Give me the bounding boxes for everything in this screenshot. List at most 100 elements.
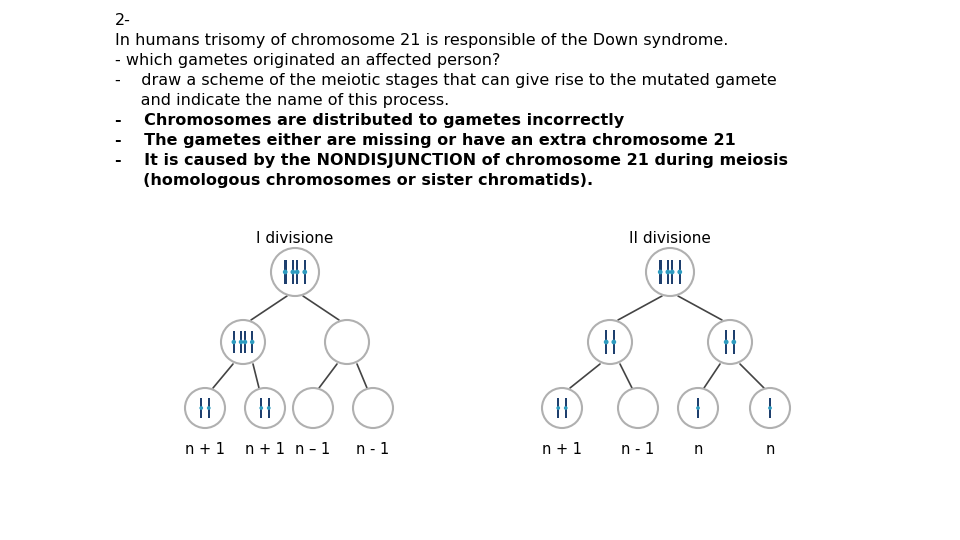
Text: In humans trisomy of chromosome 21 is responsible of the Down syndrome.: In humans trisomy of chromosome 21 is re… bbox=[115, 33, 729, 48]
Bar bbox=[240, 342, 242, 353]
Circle shape bbox=[239, 340, 243, 344]
Text: n + 1: n + 1 bbox=[245, 442, 285, 457]
Ellipse shape bbox=[185, 388, 225, 428]
Bar bbox=[284, 260, 286, 272]
Bar bbox=[303, 272, 306, 284]
Text: -    Chromosomes are distributed to gametes incorrectly: - Chromosomes are distributed to gametes… bbox=[115, 113, 624, 128]
Bar bbox=[732, 330, 735, 342]
Ellipse shape bbox=[750, 388, 790, 428]
Bar bbox=[240, 331, 242, 342]
Bar bbox=[557, 408, 560, 418]
Bar bbox=[268, 408, 270, 418]
Circle shape bbox=[678, 269, 683, 274]
Circle shape bbox=[283, 269, 288, 274]
Bar bbox=[671, 260, 673, 272]
Circle shape bbox=[604, 340, 609, 345]
Bar bbox=[697, 408, 699, 418]
Bar bbox=[605, 342, 608, 354]
Ellipse shape bbox=[353, 388, 393, 428]
Text: - which gametes originated an affected person?: - which gametes originated an affected p… bbox=[115, 53, 500, 68]
Circle shape bbox=[557, 406, 560, 410]
Circle shape bbox=[259, 406, 263, 410]
Ellipse shape bbox=[646, 248, 694, 296]
Text: (homologous chromosomes or sister chromatids).: (homologous chromosomes or sister chroma… bbox=[115, 173, 593, 188]
Ellipse shape bbox=[325, 320, 369, 364]
Bar bbox=[666, 260, 669, 272]
Circle shape bbox=[768, 406, 772, 410]
Bar bbox=[207, 408, 210, 418]
Bar bbox=[251, 342, 253, 353]
Circle shape bbox=[295, 269, 300, 274]
Bar bbox=[725, 342, 728, 354]
Text: n - 1: n - 1 bbox=[621, 442, 655, 457]
Circle shape bbox=[200, 406, 204, 410]
Bar bbox=[284, 272, 286, 284]
Bar bbox=[251, 331, 253, 342]
Circle shape bbox=[302, 269, 307, 274]
Bar bbox=[564, 408, 566, 418]
Bar bbox=[769, 408, 771, 418]
Ellipse shape bbox=[293, 388, 333, 428]
Text: I divisione: I divisione bbox=[256, 231, 334, 246]
Bar bbox=[557, 399, 560, 408]
Bar bbox=[244, 342, 246, 353]
Ellipse shape bbox=[221, 320, 265, 364]
Bar bbox=[303, 260, 306, 272]
Text: -    draw a scheme of the meiotic stages that can give rise to the mutated gamet: - draw a scheme of the meiotic stages th… bbox=[115, 73, 777, 88]
Ellipse shape bbox=[588, 320, 632, 364]
Text: n: n bbox=[765, 442, 775, 457]
Circle shape bbox=[658, 269, 662, 274]
Bar bbox=[671, 272, 673, 284]
Bar bbox=[612, 330, 615, 342]
Text: n + 1: n + 1 bbox=[185, 442, 225, 457]
Bar bbox=[292, 272, 294, 284]
Text: -    The gametes either are missing or have an extra chromosome 21: - The gametes either are missing or have… bbox=[115, 133, 735, 148]
Bar bbox=[679, 272, 681, 284]
Circle shape bbox=[612, 340, 616, 345]
Bar bbox=[612, 342, 615, 354]
Bar bbox=[605, 330, 608, 342]
Bar bbox=[260, 399, 262, 408]
Circle shape bbox=[670, 269, 675, 274]
Bar bbox=[659, 260, 661, 272]
Ellipse shape bbox=[245, 388, 285, 428]
Circle shape bbox=[243, 340, 248, 344]
Bar bbox=[697, 399, 699, 408]
Bar bbox=[232, 331, 235, 342]
Circle shape bbox=[564, 406, 567, 410]
Text: n – 1: n – 1 bbox=[296, 442, 330, 457]
Bar bbox=[292, 260, 294, 272]
Text: -    It is caused by the NONDISJUNCTION of chromosome 21 during meiosis: - It is caused by the NONDISJUNCTION of … bbox=[115, 153, 788, 168]
Ellipse shape bbox=[678, 388, 718, 428]
Text: n + 1: n + 1 bbox=[542, 442, 582, 457]
Bar bbox=[666, 272, 669, 284]
Ellipse shape bbox=[542, 388, 582, 428]
Text: 2-: 2- bbox=[115, 13, 131, 28]
Bar bbox=[564, 399, 566, 408]
Ellipse shape bbox=[708, 320, 752, 364]
Circle shape bbox=[206, 406, 210, 410]
Bar bbox=[732, 342, 735, 354]
Circle shape bbox=[291, 269, 296, 274]
Circle shape bbox=[267, 406, 271, 410]
Bar bbox=[296, 272, 299, 284]
Text: and indicate the name of this process.: and indicate the name of this process. bbox=[115, 93, 449, 108]
Ellipse shape bbox=[618, 388, 658, 428]
Bar bbox=[200, 399, 203, 408]
Bar bbox=[232, 342, 235, 353]
Circle shape bbox=[231, 340, 236, 344]
Circle shape bbox=[732, 340, 736, 345]
Bar bbox=[268, 399, 270, 408]
Bar bbox=[659, 272, 661, 284]
Bar bbox=[200, 408, 203, 418]
Text: II divisione: II divisione bbox=[629, 231, 711, 246]
Text: n - 1: n - 1 bbox=[356, 442, 390, 457]
Bar bbox=[207, 399, 210, 408]
Bar bbox=[260, 408, 262, 418]
Text: n: n bbox=[693, 442, 703, 457]
Ellipse shape bbox=[271, 248, 319, 296]
Bar bbox=[244, 331, 246, 342]
Circle shape bbox=[665, 269, 670, 274]
Circle shape bbox=[696, 406, 700, 410]
Circle shape bbox=[724, 340, 729, 345]
